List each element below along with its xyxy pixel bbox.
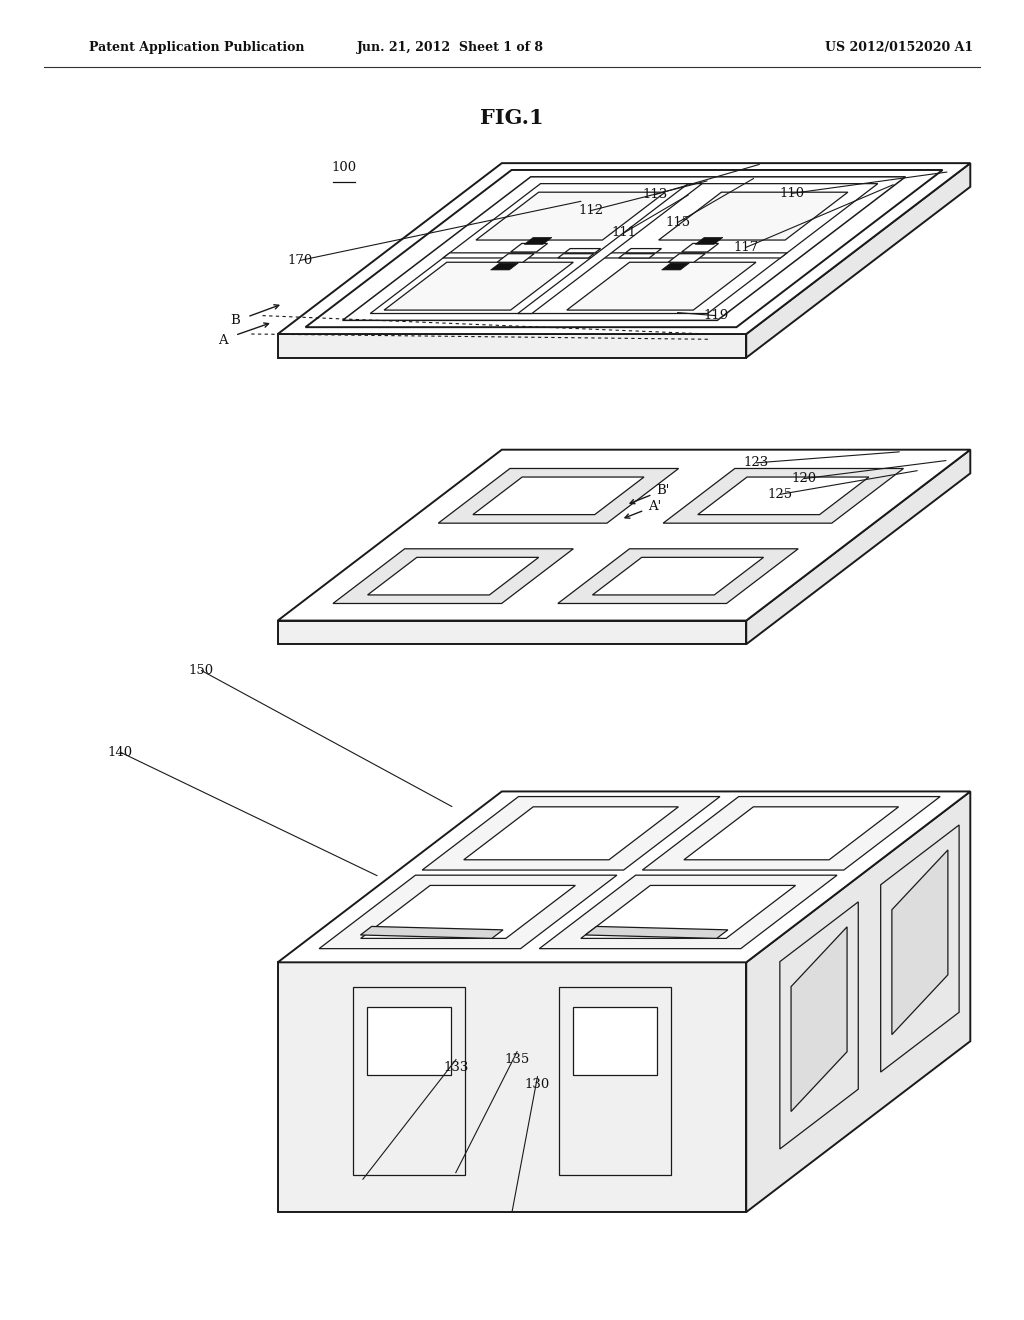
Text: 117: 117 <box>733 240 759 253</box>
Polygon shape <box>581 886 796 939</box>
Polygon shape <box>464 807 679 859</box>
Polygon shape <box>443 253 787 257</box>
Polygon shape <box>746 450 971 644</box>
Polygon shape <box>558 253 594 257</box>
Polygon shape <box>518 183 702 314</box>
Text: Jun. 21, 2012  Sheet 1 of 8: Jun. 21, 2012 Sheet 1 of 8 <box>357 41 545 54</box>
Text: A: A <box>218 334 227 347</box>
Polygon shape <box>669 253 706 263</box>
Polygon shape <box>278 164 971 334</box>
Text: 140: 140 <box>108 746 132 759</box>
Text: 120: 120 <box>792 473 817 486</box>
Polygon shape <box>540 875 837 949</box>
Polygon shape <box>511 243 548 252</box>
Text: 135: 135 <box>505 1053 529 1067</box>
Polygon shape <box>278 620 746 644</box>
Text: US 2012/0152020 A1: US 2012/0152020 A1 <box>825 41 973 54</box>
Polygon shape <box>780 902 858 1148</box>
Polygon shape <box>343 177 905 321</box>
Polygon shape <box>662 263 689 269</box>
Polygon shape <box>746 164 971 358</box>
Polygon shape <box>490 263 518 269</box>
Polygon shape <box>333 549 573 603</box>
Text: 111: 111 <box>611 226 637 239</box>
Polygon shape <box>498 253 535 263</box>
Polygon shape <box>367 1007 452 1074</box>
Polygon shape <box>371 183 878 314</box>
Polygon shape <box>438 469 679 523</box>
Text: 112: 112 <box>579 205 604 216</box>
Polygon shape <box>476 193 666 240</box>
Polygon shape <box>384 263 573 310</box>
Polygon shape <box>278 450 971 620</box>
Polygon shape <box>278 962 746 1212</box>
Polygon shape <box>559 987 672 1175</box>
Polygon shape <box>658 193 848 240</box>
Polygon shape <box>682 243 719 252</box>
Polygon shape <box>558 549 798 603</box>
Polygon shape <box>593 557 764 595</box>
Text: 123: 123 <box>743 457 769 470</box>
Polygon shape <box>473 477 644 515</box>
Text: FIG.1: FIG.1 <box>480 108 544 128</box>
Text: Patent Application Publication: Patent Application Publication <box>89 41 305 54</box>
Polygon shape <box>360 886 575 939</box>
Polygon shape <box>664 469 903 523</box>
Polygon shape <box>422 796 720 870</box>
Polygon shape <box>278 792 971 962</box>
Text: 100: 100 <box>332 161 356 174</box>
Polygon shape <box>746 792 971 1212</box>
Polygon shape <box>892 850 948 1035</box>
Text: B: B <box>230 314 240 327</box>
Text: 110: 110 <box>779 187 805 199</box>
Text: 115: 115 <box>666 215 690 228</box>
Polygon shape <box>586 927 728 939</box>
Polygon shape <box>618 253 654 257</box>
Polygon shape <box>319 875 616 949</box>
Text: B': B' <box>656 484 670 496</box>
Text: A': A' <box>648 500 662 512</box>
Polygon shape <box>792 927 847 1111</box>
Text: 119: 119 <box>703 309 728 322</box>
Polygon shape <box>368 557 539 595</box>
Text: 170: 170 <box>288 253 312 267</box>
Text: 133: 133 <box>443 1061 469 1074</box>
Text: 125: 125 <box>767 488 793 500</box>
Polygon shape <box>642 796 940 870</box>
Polygon shape <box>564 248 601 253</box>
Polygon shape <box>695 238 723 244</box>
Text: 150: 150 <box>188 664 214 677</box>
Polygon shape <box>572 1007 657 1074</box>
Text: 113: 113 <box>642 189 668 201</box>
Polygon shape <box>684 807 899 859</box>
Polygon shape <box>352 987 465 1175</box>
Polygon shape <box>567 263 756 310</box>
Polygon shape <box>524 238 552 244</box>
Text: 130: 130 <box>525 1078 550 1092</box>
Polygon shape <box>881 825 959 1072</box>
Polygon shape <box>360 927 503 939</box>
Polygon shape <box>626 248 662 253</box>
Polygon shape <box>697 477 868 515</box>
Polygon shape <box>278 334 746 358</box>
